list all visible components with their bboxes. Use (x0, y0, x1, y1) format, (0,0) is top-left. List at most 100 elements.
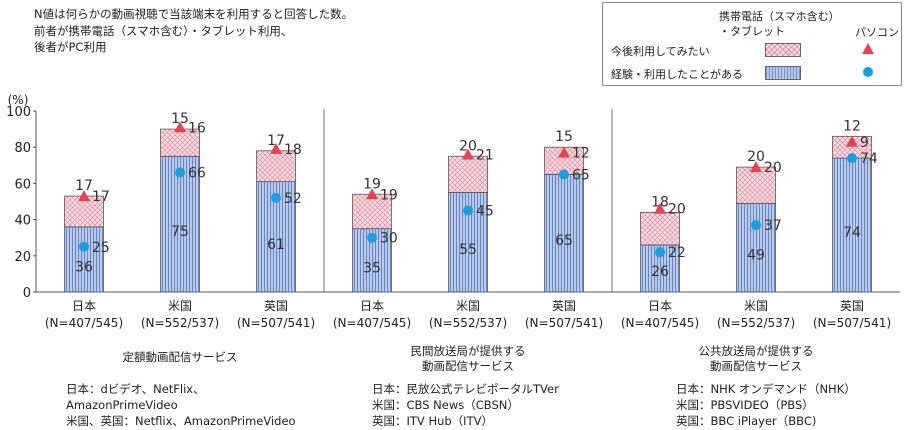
pc-experience-label: 65 (572, 167, 590, 183)
future-value-label: 17 (267, 133, 285, 149)
group-footer-note: 日本：民放公式テレビポータルTVer 米国：CBS News（CBSN） 英国：… (372, 382, 559, 428)
y-tick-label: 20 (14, 250, 31, 265)
future-value-label: 20 (459, 138, 477, 154)
y-tick-label: 40 (14, 214, 31, 229)
future-value-label: 20 (747, 149, 765, 165)
pc-experience-label: 66 (188, 166, 206, 182)
experience-value-label: 36 (75, 259, 93, 275)
pc-experience-dot (847, 153, 857, 164)
x-tick-country: 米国 (744, 299, 768, 313)
pc-future-triangle (654, 202, 666, 214)
pc-future-label: 17 (92, 189, 110, 205)
x-tick-country: 英国 (840, 299, 864, 313)
x-tick-n: (N=407/545) (621, 316, 699, 330)
pc-experience-label: 37 (764, 218, 782, 234)
future-value-label: 15 (555, 129, 573, 145)
bar-future (64, 195, 104, 228)
x-tick-country: 米国 (168, 299, 192, 313)
future-value-label: 17 (75, 178, 93, 194)
legend-experience-label: 経験・利用したことがある (611, 68, 743, 81)
x-tick-country: 日本 (360, 299, 384, 313)
x-tick-country: 日本 (648, 299, 672, 313)
pc-experience-dot (751, 220, 761, 231)
pc-experience-dot (463, 205, 473, 216)
experience-value-label: 49 (747, 248, 765, 264)
y-tick-label: 80 (14, 141, 31, 156)
x-tick-n: (N=552/537) (141, 316, 219, 330)
experience-value-label: 61 (267, 237, 285, 253)
future-value-label: 19 (363, 176, 381, 192)
y-axis-label: (%) (8, 93, 29, 107)
x-tick-n: (N=407/545) (45, 316, 123, 330)
bar-future (160, 128, 200, 157)
group-title: 公共放送局が提供する 動画配信サービス (698, 344, 814, 373)
experience-value-label: 74 (843, 225, 861, 241)
future-value-label: 18 (651, 194, 669, 210)
bar-experience (160, 155, 200, 293)
pc-experience-label: 22 (668, 245, 686, 261)
legend-future-label: 今後利用してみたい (611, 45, 710, 58)
bar-experience (736, 202, 776, 293)
pc-future-triangle (174, 121, 186, 133)
legend-future-swatch (765, 43, 801, 57)
x-tick-n: (N=507/541) (813, 316, 891, 330)
pc-future-label: 20 (764, 160, 782, 176)
experience-value-label: 55 (459, 242, 477, 258)
pc-future-triangle (366, 188, 378, 200)
pc-experience-dot (559, 169, 569, 180)
group-title: 民間放送局が提供する 動画配信サービス (410, 344, 526, 373)
pc-experience-dot (271, 192, 281, 203)
x-tick-n: (N=407/545) (333, 316, 411, 330)
y-tick-label: 100 (6, 105, 31, 120)
bar-future (352, 193, 392, 230)
x-tick-country: 英国 (552, 299, 576, 313)
pc-future-triangle (558, 146, 570, 158)
x-tick-n: (N=507/541) (525, 316, 603, 330)
pc-experience-label: 52 (284, 191, 302, 207)
group-footer-note: 日本：NHK オンデマンド（NHK） 米国：PBSVIDEO（PBS） 英国：B… (676, 382, 856, 428)
pc-future-triangle (270, 143, 282, 155)
group-footer-note: 日本：dビデオ、NetFlix、 AmazonPrimeVideo 米国、英国：… (66, 382, 296, 428)
bar-future (448, 155, 488, 193)
bar-future (736, 166, 776, 204)
chart-note: N値は何らかの動画視聴で当該端末を利用すると回答した数。 前者が携帯電話（スマホ… (34, 7, 354, 54)
pc-experience-dot (367, 232, 377, 243)
pc-future-label: 9 (860, 135, 869, 151)
legend-triangle-marker (862, 43, 874, 54)
y-tick-label: 0 (23, 286, 31, 301)
pc-future-triangle (78, 190, 90, 202)
pc-experience-label: 74 (860, 151, 878, 167)
future-value-label: 15 (171, 111, 189, 127)
bar-experience (64, 226, 104, 293)
group-title: 定額動画配信サービス (122, 350, 238, 364)
pc-experience-dot (655, 247, 665, 258)
pc-future-label: 16 (188, 120, 206, 136)
pc-experience-label: 30 (380, 231, 398, 247)
legend-mobile-header: 携帯電話（スマホ含む） ・タブレット (719, 10, 840, 38)
bar-future (640, 211, 680, 246)
pc-future-triangle (462, 148, 474, 160)
pc-future-label: 19 (380, 187, 398, 203)
x-tick-n: (N=552/537) (717, 316, 795, 330)
pc-experience-dot (79, 241, 89, 252)
x-tick-n: (N=552/537) (429, 316, 507, 330)
bar-experience (544, 173, 584, 293)
pc-future-label: 21 (476, 147, 494, 163)
pc-experience-label: 25 (92, 240, 110, 256)
pc-experience-label: 45 (476, 204, 494, 220)
legend-pc-header: パソコン (855, 26, 899, 39)
x-tick-country: 日本 (72, 299, 96, 313)
future-value-label: 12 (843, 118, 861, 134)
y-tick-label: 60 (14, 177, 31, 192)
bar-future (256, 150, 296, 182)
pc-future-triangle (750, 161, 762, 173)
pc-future-label: 12 (572, 146, 590, 162)
bar-experience (832, 157, 872, 293)
pc-experience-dot (175, 167, 185, 178)
experience-value-label: 65 (555, 233, 573, 249)
legend-experience-swatch (765, 66, 801, 80)
experience-value-label: 75 (171, 224, 189, 240)
pc-future-label: 20 (668, 202, 686, 218)
legend: 携帯電話（スマホ含む） ・タブレット パソコン 今後利用してみたい 経験・利用し… (602, 2, 902, 86)
